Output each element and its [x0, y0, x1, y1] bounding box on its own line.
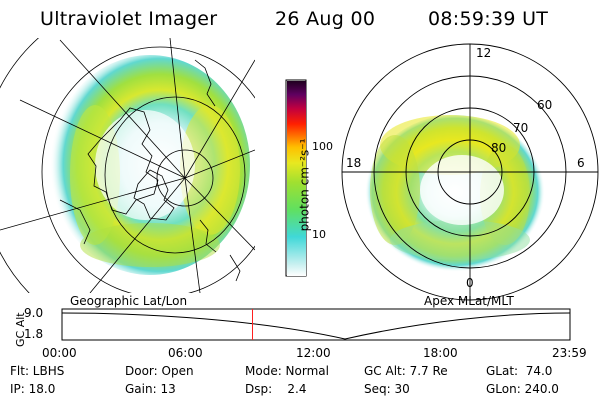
altitude-curve [61, 312, 571, 340]
timeline-x-tick-2359: 23:59 [552, 346, 587, 360]
timeline-y-tick-min: 1.8 [24, 327, 44, 341]
image-date: 26 Aug 00 [275, 8, 376, 30]
timeline-x-tick-0000: 00:00 [42, 346, 77, 360]
info-ip: IP: 18.0 [10, 382, 56, 396]
timeline-x-tick-1200: 12:00 [296, 346, 331, 360]
colorbar-gradient [287, 81, 306, 276]
instrument-title: Ultraviolet Imager [40, 8, 218, 30]
info-gcalt: GC Alt: 7.7 Re [364, 364, 448, 378]
info-glon: GLon: 240.0 [486, 382, 559, 396]
timeline-y-tick-max: 9.0 [24, 306, 44, 320]
right-aurora-oval [365, 115, 545, 275]
lat-label-80: 80 [491, 141, 507, 155]
timeline-x-tick-1800: 18:00 [423, 346, 458, 360]
mlt-label-12: 12 [476, 46, 492, 60]
mlt-label-18: 18 [346, 156, 362, 170]
info-gain: Gain: 13 [125, 382, 176, 396]
lat-label-70: 70 [513, 121, 529, 135]
info-flt: Flt: LBHS [10, 364, 65, 378]
lat-label-60: 60 [537, 98, 553, 112]
mlt-label-6: 6 [577, 156, 585, 170]
mlt-label-0: 0 [466, 276, 474, 290]
info-glat: GLat: 74.0 [486, 364, 553, 378]
info-dsp: Dsp: 2.4 [245, 382, 307, 396]
info-door: Door: Open [125, 364, 194, 378]
polar-grid [341, 43, 599, 301]
left-panel-label: Geographic Lat/Lon [70, 294, 188, 308]
colorbar-unit-label: photon cm⁻²s⁻¹ [297, 138, 312, 232]
colorbar-tick-10: 10 [312, 228, 326, 241]
colorbar-tick-100: 100 [312, 140, 333, 153]
image-time: 08:59:39 UT [428, 8, 549, 30]
info-seq: Seq: 30 [364, 382, 410, 396]
left-aurora-oval [50, 55, 250, 275]
info-mode: Mode: Normal [245, 364, 329, 378]
right-panel-label: Apex MLat/MLT [424, 294, 514, 308]
timeline-x-tick-0600: 06:00 [168, 346, 203, 360]
